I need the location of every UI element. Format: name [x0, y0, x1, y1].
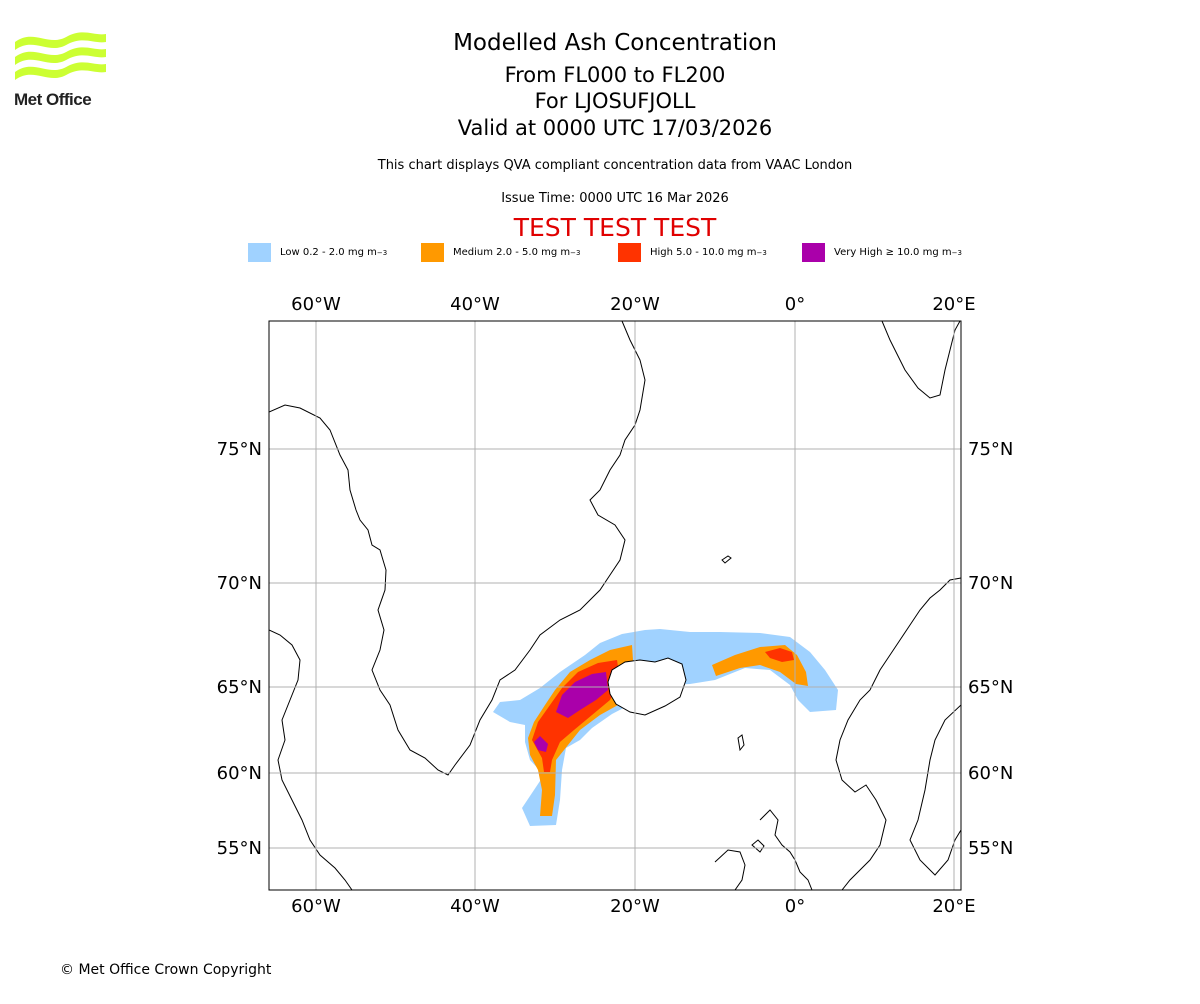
legend-sup-high: −3: [756, 248, 767, 257]
lon-labels-top: 60°W 40°W 20°W 0° 20°E: [291, 294, 975, 315]
lon-label-top-0: 60°W: [291, 294, 341, 315]
map-frame: [268, 320, 962, 891]
legend-item-very-high: Very High ≥ 10.0 mg m −3: [802, 243, 962, 262]
met-office-wave-logo-icon: [15, 32, 106, 80]
legend-swatch-low: [248, 243, 271, 262]
lon-label-top-1: 40°W: [450, 294, 500, 315]
title-line-3: For LJOSUFJOLL: [534, 89, 696, 113]
gridlines: [269, 321, 961, 890]
title-line-2: From FL000 to FL200: [504, 63, 726, 87]
test-banner: TEST TEST TEST: [513, 213, 717, 242]
title-line-4: Valid at 0000 UTC 17/03/2026: [457, 116, 773, 140]
lon-label-top-4: 20°E: [932, 294, 975, 315]
ash-very-high-region: [556, 672, 608, 718]
logo-text: Met Office: [14, 90, 92, 109]
jan-mayen: [721, 555, 732, 564]
legend-swatch-high: [618, 243, 641, 262]
copyright-footer: © Met Office Crown Copyright: [60, 962, 272, 978]
lon-label-bottom-1: 40°W: [450, 896, 500, 917]
legend-label-very-high: Very High ≥ 10.0 mg m: [834, 247, 952, 258]
lon-label-top-3: 0°: [785, 294, 805, 315]
lat-labels-left: 75°N 70°N 65°N 60°N 55°N: [217, 439, 262, 859]
lon-label-bottom-2: 20°W: [610, 896, 660, 917]
lat-label-left-3: 60°N: [217, 763, 262, 784]
lat-label-right-1: 70°N: [968, 573, 1013, 594]
legend-item-medium: Medium 2.0 - 5.0 mg m −3: [421, 243, 580, 262]
subtitle: This chart displays QVA compliant concen…: [377, 158, 853, 173]
lat-label-left-2: 65°N: [217, 677, 262, 698]
lat-label-right-3: 60°N: [968, 763, 1013, 784]
lat-labels-right: 75°N 70°N 65°N 60°N 55°N: [968, 439, 1013, 859]
lat-label-right-4: 55°N: [968, 838, 1013, 859]
lon-label-bottom-4: 20°E: [932, 896, 975, 917]
legend-label-low: Low 0.2 - 2.0 mg m: [280, 247, 377, 258]
legend-sup-medium: −3: [570, 248, 581, 257]
legend-item-high: High 5.0 - 10.0 mg m −3: [618, 243, 767, 262]
greenland-coast: [269, 321, 646, 776]
ash-very-high-region-south: [534, 736, 548, 752]
issue-time: Issue Time: 0000 UTC 16 Mar 2026: [501, 191, 729, 206]
coastlines: [269, 321, 961, 890]
met-office-logo: Met Office: [14, 30, 108, 112]
canada-coast: [269, 629, 353, 890]
legend-sup-low: −3: [376, 248, 388, 257]
legend-item-low: Low 0.2 - 2.0 mg m −3: [248, 243, 387, 262]
lat-label-left-4: 55°N: [217, 838, 262, 859]
legend-swatch-medium: [421, 243, 444, 262]
lon-labels-bottom: 60°W 40°W 20°W 0° 20°E: [291, 896, 975, 917]
lon-label-bottom-3: 0°: [785, 896, 805, 917]
legend-label-high: High 5.0 - 10.0 mg m: [650, 247, 757, 258]
sweden-coast: [909, 704, 961, 876]
ash-high-region-east: [765, 648, 794, 662]
lat-label-right-0: 75°N: [968, 439, 1013, 460]
norway-coast: [835, 577, 961, 890]
lon-label-bottom-0: 60°W: [291, 896, 341, 917]
lat-label-left-1: 70°N: [217, 573, 262, 594]
lon-label-top-2: 20°W: [610, 294, 660, 315]
legend-sup-very-high: −3: [951, 248, 962, 257]
lat-label-right-2: 65°N: [968, 677, 1013, 698]
lat-label-left-0: 75°N: [217, 439, 262, 460]
legend-label-medium: Medium 2.0 - 5.0 mg m: [453, 247, 571, 258]
spitsbergen-coast: [881, 321, 961, 399]
legend-swatch-very-high: [802, 243, 825, 262]
title-line-1: Modelled Ash Concentration: [453, 30, 777, 56]
british-isles-coast: [714, 809, 813, 890]
faroe-island: [737, 734, 745, 752]
legend: Low 0.2 - 2.0 mg m −3 Medium 2.0 - 5.0 mg…: [0, 243, 1200, 267]
